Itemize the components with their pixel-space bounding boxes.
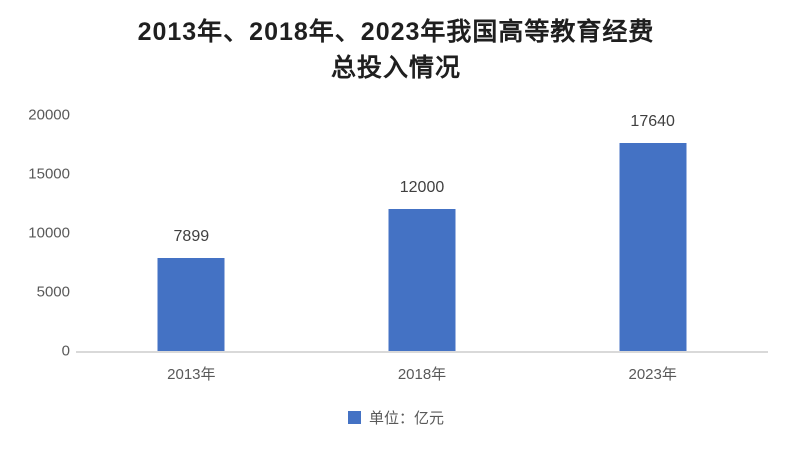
x-axis-category-label: 2023年: [628, 366, 677, 383]
legend-label: 单位：亿元: [368, 410, 444, 427]
bar: [388, 209, 456, 351]
y-tick-label: 5000: [36, 283, 70, 301]
x-axis-category-label: 2018年: [397, 366, 447, 383]
bar-value-label: 12000: [399, 179, 445, 197]
y-tick-label: 0: [61, 342, 70, 360]
bar: [157, 257, 225, 351]
bar: [619, 142, 687, 351]
chart-title-line-1: 2013年、2018年、2023年我国高等教育经费: [137, 18, 655, 46]
y-tick-label: 20000: [28, 106, 70, 124]
bar-value-label: 17640: [630, 112, 675, 130]
bar-group: 7899 2013年: [76, 115, 307, 383]
bar-group: 17640 2023年: [537, 112, 768, 383]
bar-group: 12000 2018年: [307, 115, 538, 383]
bars-container: 7899 2013年 12000 2018年 17640 2023年: [76, 112, 768, 383]
chart-title-line-2: 总投入情况: [330, 54, 461, 82]
chart-title: 2013年、2018年、2023年我国高等教育经费 总投入情况: [0, 14, 792, 86]
legend: 单位：亿元: [0, 407, 792, 428]
legend-swatch-icon: [347, 411, 361, 424]
x-axis-category-label: 2013年: [167, 366, 216, 383]
y-tick-label: 15000: [28, 165, 70, 183]
bar-value-label: 7899: [173, 227, 210, 245]
y-tick-label: 10000: [28, 224, 70, 242]
y-axis: 0 5000 10000 15000 20000: [0, 107, 70, 360]
plot-area: 7899 2013年 12000 2018年 17640 2023年: [76, 112, 768, 383]
